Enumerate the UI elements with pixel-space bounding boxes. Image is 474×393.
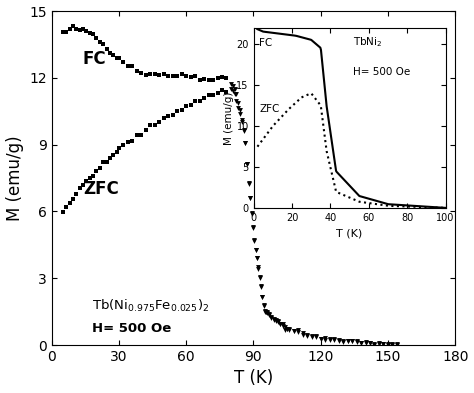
Y-axis label: M (emu/g): M (emu/g) (6, 135, 24, 221)
X-axis label: T (K): T (K) (337, 229, 363, 239)
Text: H= 500 Oe: H= 500 Oe (354, 66, 410, 77)
Text: FC: FC (259, 38, 273, 48)
Y-axis label: M (emu/g): M (emu/g) (224, 91, 234, 145)
Text: Tb(Ni$_{0.975}$Fe$_{0.025}$)$_2$: Tb(Ni$_{0.975}$Fe$_{0.025}$)$_2$ (92, 298, 209, 314)
Text: H= 500 Oe: H= 500 Oe (92, 321, 171, 335)
Text: TbNi$_2$: TbNi$_2$ (354, 36, 383, 50)
Text: FC: FC (83, 50, 107, 68)
Text: ZFC: ZFC (83, 180, 119, 198)
X-axis label: T (K): T (K) (234, 369, 273, 387)
Text: ZFC: ZFC (259, 105, 280, 114)
